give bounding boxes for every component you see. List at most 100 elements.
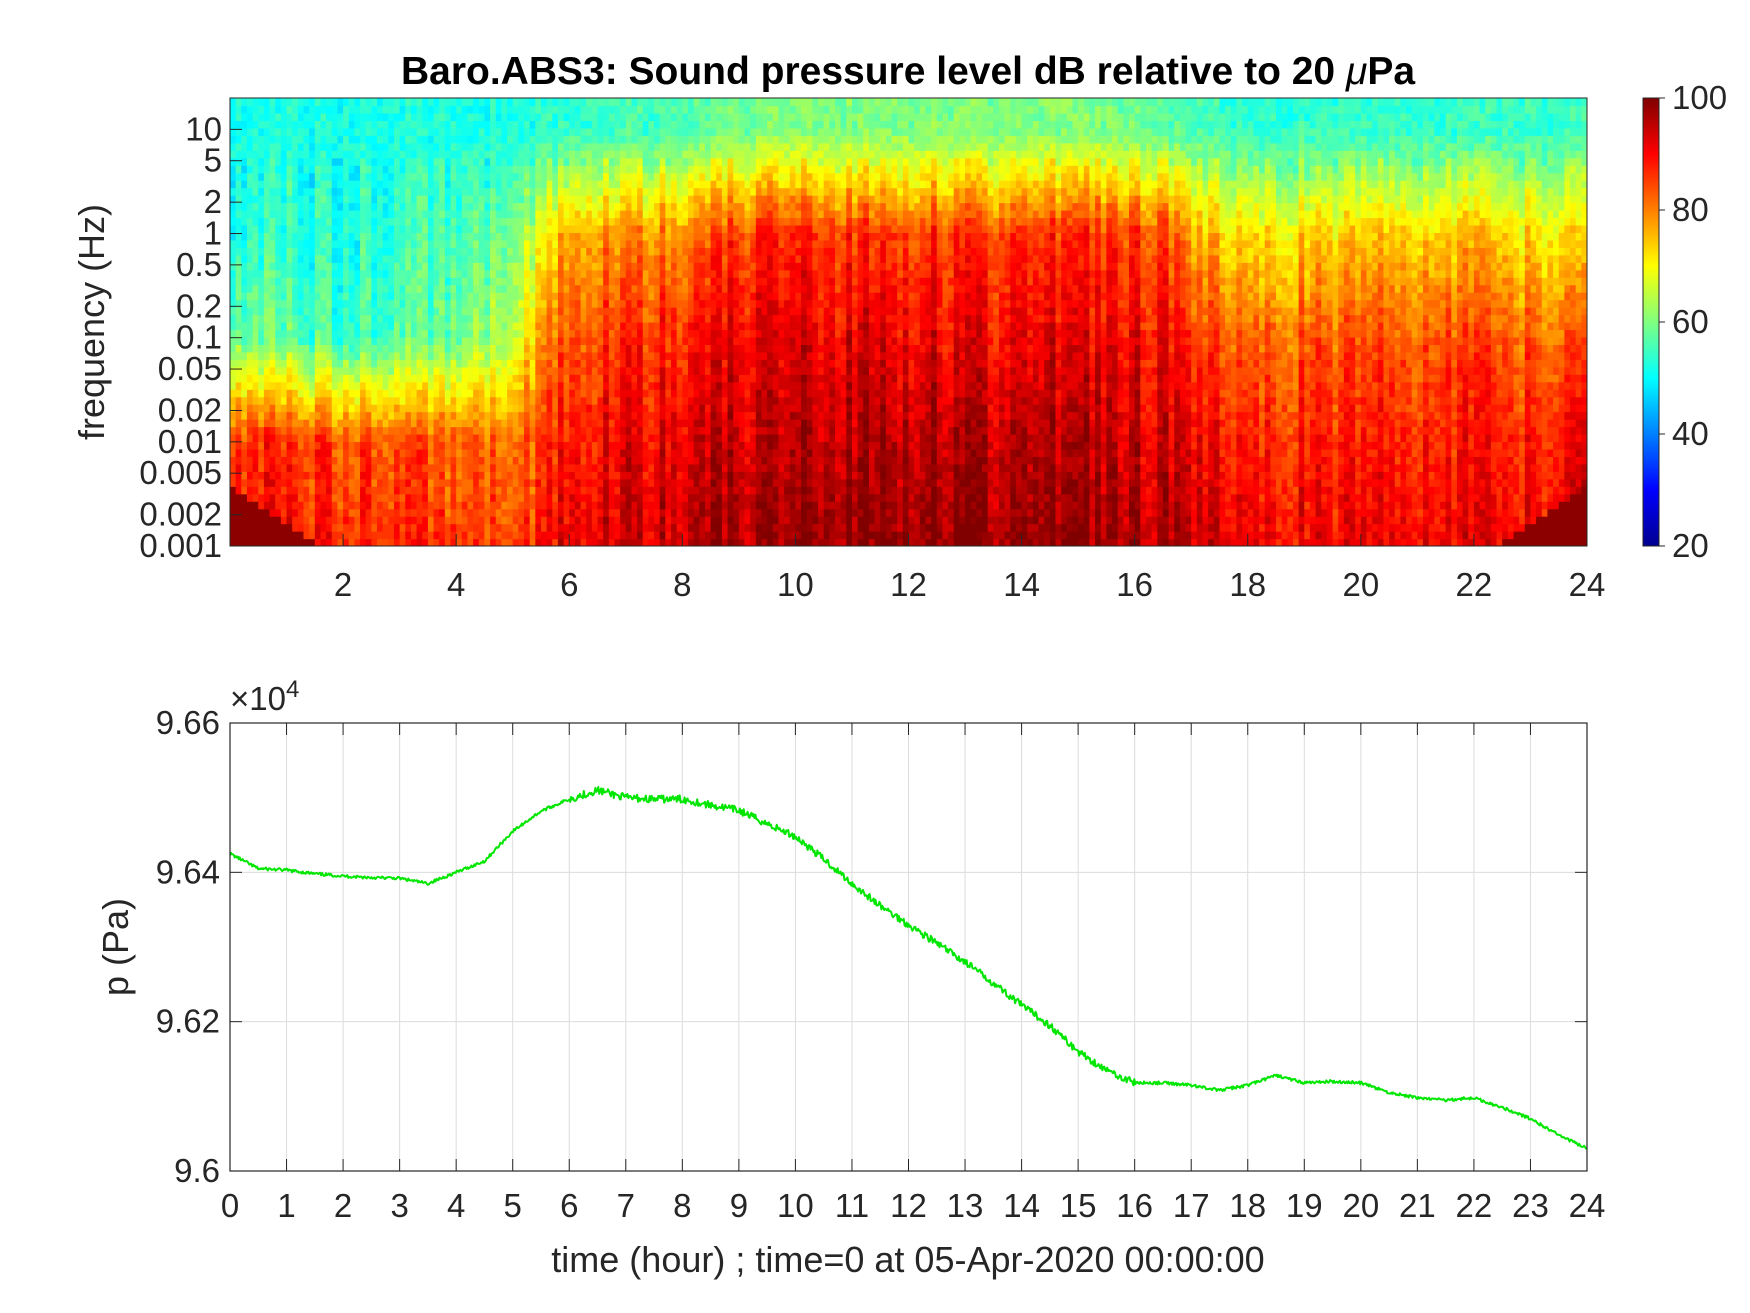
heatmap-cell <box>569 366 576 375</box>
heatmap-cell <box>637 284 644 293</box>
heatmap-cell <box>314 98 322 107</box>
heatmap-cell <box>303 98 310 107</box>
heatmap-cell <box>625 434 633 443</box>
heatmap-cell <box>473 516 480 525</box>
heatmap-cell <box>693 374 700 383</box>
heatmap-cell <box>461 471 469 480</box>
heatmap-cell <box>444 381 452 390</box>
heatmap-cell <box>444 359 452 368</box>
heatmap-cell <box>580 284 587 293</box>
heatmap-cell <box>642 448 649 457</box>
heatmap-cell <box>495 381 502 390</box>
heatmap-cell <box>382 202 389 211</box>
heatmap-cell <box>540 284 548 293</box>
heatmap-cell <box>625 269 633 278</box>
heatmap-cell <box>620 366 627 375</box>
heatmap-cell <box>314 389 322 398</box>
heatmap-cell <box>490 501 497 510</box>
heatmap-cell <box>591 441 599 450</box>
heatmap-cell <box>524 254 531 263</box>
heatmap-cell <box>552 142 559 151</box>
heatmap-cell <box>371 374 378 383</box>
heatmap-cell <box>235 441 242 450</box>
heatmap-cell <box>546 157 553 166</box>
heatmap-cell <box>314 314 322 323</box>
heatmap-cell <box>422 112 429 121</box>
heatmap-cell <box>699 493 706 502</box>
heatmap-cell <box>297 336 305 345</box>
heatmap-cell <box>535 426 542 435</box>
heatmap-cell <box>648 98 655 107</box>
heatmap-cell <box>620 538 627 546</box>
heatmap-cell <box>473 127 480 136</box>
heatmap-cell <box>456 404 463 413</box>
heatmap-cell <box>631 254 638 263</box>
heatmap-cell <box>348 538 355 546</box>
heatmap-cell <box>535 329 542 338</box>
heatmap-cell <box>642 374 649 383</box>
heatmap-cell <box>393 381 401 390</box>
heatmap-cell <box>614 486 621 495</box>
heatmap-cell <box>371 254 378 263</box>
heatmap-cell <box>625 180 633 189</box>
heatmap-cell <box>580 426 587 435</box>
heatmap-cell <box>625 135 633 144</box>
heatmap-cell <box>557 411 565 420</box>
heatmap-cell <box>433 120 440 129</box>
heatmap-cell <box>393 195 401 204</box>
heatmap-cell <box>280 254 288 263</box>
heatmap-cell <box>297 127 305 136</box>
heatmap-cell <box>637 478 644 487</box>
heatmap-cell <box>574 239 582 248</box>
heatmap-cell <box>456 411 463 420</box>
heatmap-cell <box>337 172 344 181</box>
heatmap-cell <box>507 538 514 546</box>
heatmap-cell <box>654 120 661 129</box>
heatmap-cell <box>246 501 254 510</box>
heatmap-cell <box>648 135 655 144</box>
heatmap-cell <box>309 135 316 144</box>
heatmap-cell <box>303 187 310 196</box>
heatmap-cell <box>473 98 480 107</box>
heatmap-cell <box>461 516 469 525</box>
heatmap-cell <box>614 127 621 136</box>
heatmap-cell <box>235 299 242 308</box>
heatmap-cell <box>280 262 288 271</box>
heatmap-cell <box>484 359 491 368</box>
heatmap-cell <box>518 284 525 293</box>
heatmap-cell <box>337 351 344 360</box>
heatmap-cell <box>444 142 452 151</box>
heatmap-cell <box>388 351 395 360</box>
heatmap-cell <box>524 448 531 457</box>
heatmap-cell <box>303 448 310 457</box>
heatmap-cell <box>625 463 633 472</box>
heatmap-cell <box>354 456 361 465</box>
heatmap-cell <box>354 262 361 271</box>
heatmap-cell <box>631 411 638 420</box>
heatmap-cell <box>269 232 276 241</box>
heatmap-cell <box>422 523 429 532</box>
heatmap-cell <box>490 157 497 166</box>
heatmap-cell <box>275 322 282 331</box>
heatmap-cell <box>348 389 355 398</box>
heatmap-cell <box>309 284 316 293</box>
heatmap-cell <box>439 292 446 301</box>
heatmap-cell <box>263 411 271 420</box>
heatmap-cell <box>671 224 678 233</box>
heatmap-cell <box>258 239 265 248</box>
heatmap-cell <box>586 463 593 472</box>
heatmap-cell <box>693 411 700 420</box>
heatmap-cell <box>331 359 339 368</box>
heatmap-cell <box>512 471 519 480</box>
heatmap-cell <box>393 493 401 502</box>
heatmap-cell <box>620 381 627 390</box>
heatmap-cell <box>473 269 480 278</box>
heatmap-cell <box>444 247 452 256</box>
heatmap-cell <box>382 523 389 532</box>
heatmap-cell <box>354 538 361 546</box>
heatmap-cell <box>608 523 616 532</box>
heatmap-cell <box>654 217 661 226</box>
heatmap-cell <box>410 419 418 428</box>
heatmap-cell <box>682 478 689 487</box>
heatmap-cell <box>546 292 553 301</box>
